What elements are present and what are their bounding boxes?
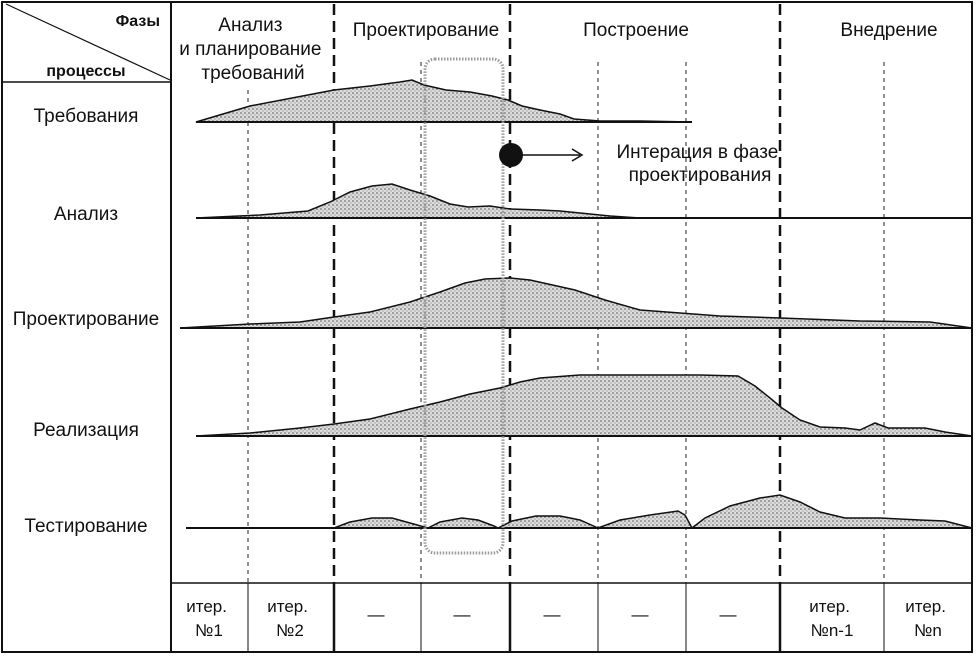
iteration-label-2: итер. №2 [267,597,312,640]
iteration-label-n-1: итер. №n-1 [809,597,854,640]
curve-requirements-area [195,79,693,123]
curve-testing [186,494,973,530]
curve-implementation-area [195,374,973,437]
iteration-marker [499,143,523,167]
phase-title-inception: Анализ и планирование требований [179,15,326,84]
iteration-dividers [247,62,885,583]
curve-implementation [195,374,973,437]
process-label-design: Проектирование [13,309,159,330]
annotation-arrow-head [571,148,584,162]
curve-analysis-area [195,183,972,219]
phase-title-construction: Построение [583,20,689,41]
design-iteration-highlight [423,57,505,555]
process-label-testing: Тестирование [24,516,147,537]
phase-title-elaboration: Проектирование [353,20,499,41]
iteration-label-4: — [454,605,471,624]
curve-testing-area [186,494,973,530]
phases-caption: Фазы [116,13,160,30]
phase-title-transition: Внедрение [840,20,937,41]
iteration-label-n: итер. №n [905,597,950,640]
curve-design [179,277,973,329]
curve-requirements [195,79,693,123]
curve-design-area [179,277,973,329]
annotation-text: Интерация в фазе проектирования [616,142,783,186]
curve-analysis [195,183,972,219]
iteration-label-6: — [632,605,649,624]
process-label-analysis: Анализ [54,204,118,225]
iteration-label-1: итер. №1 [186,597,231,640]
iteration-label-5: — [544,605,561,624]
phase-boundaries-bottom [332,583,782,652]
process-label-requirements: Требования [34,106,139,127]
iteration-label-3: — [368,605,385,624]
iteration-labels: итер. №1 итер. №2 — — — — — итер. №n-1 и… [186,597,950,640]
iteration-label-7: — [720,605,737,624]
header-diagonal [5,3,171,81]
iteration-dividers-bottom [247,583,885,652]
processes-caption: процессы [46,63,125,80]
process-label-implementation: Реализация [33,420,139,441]
